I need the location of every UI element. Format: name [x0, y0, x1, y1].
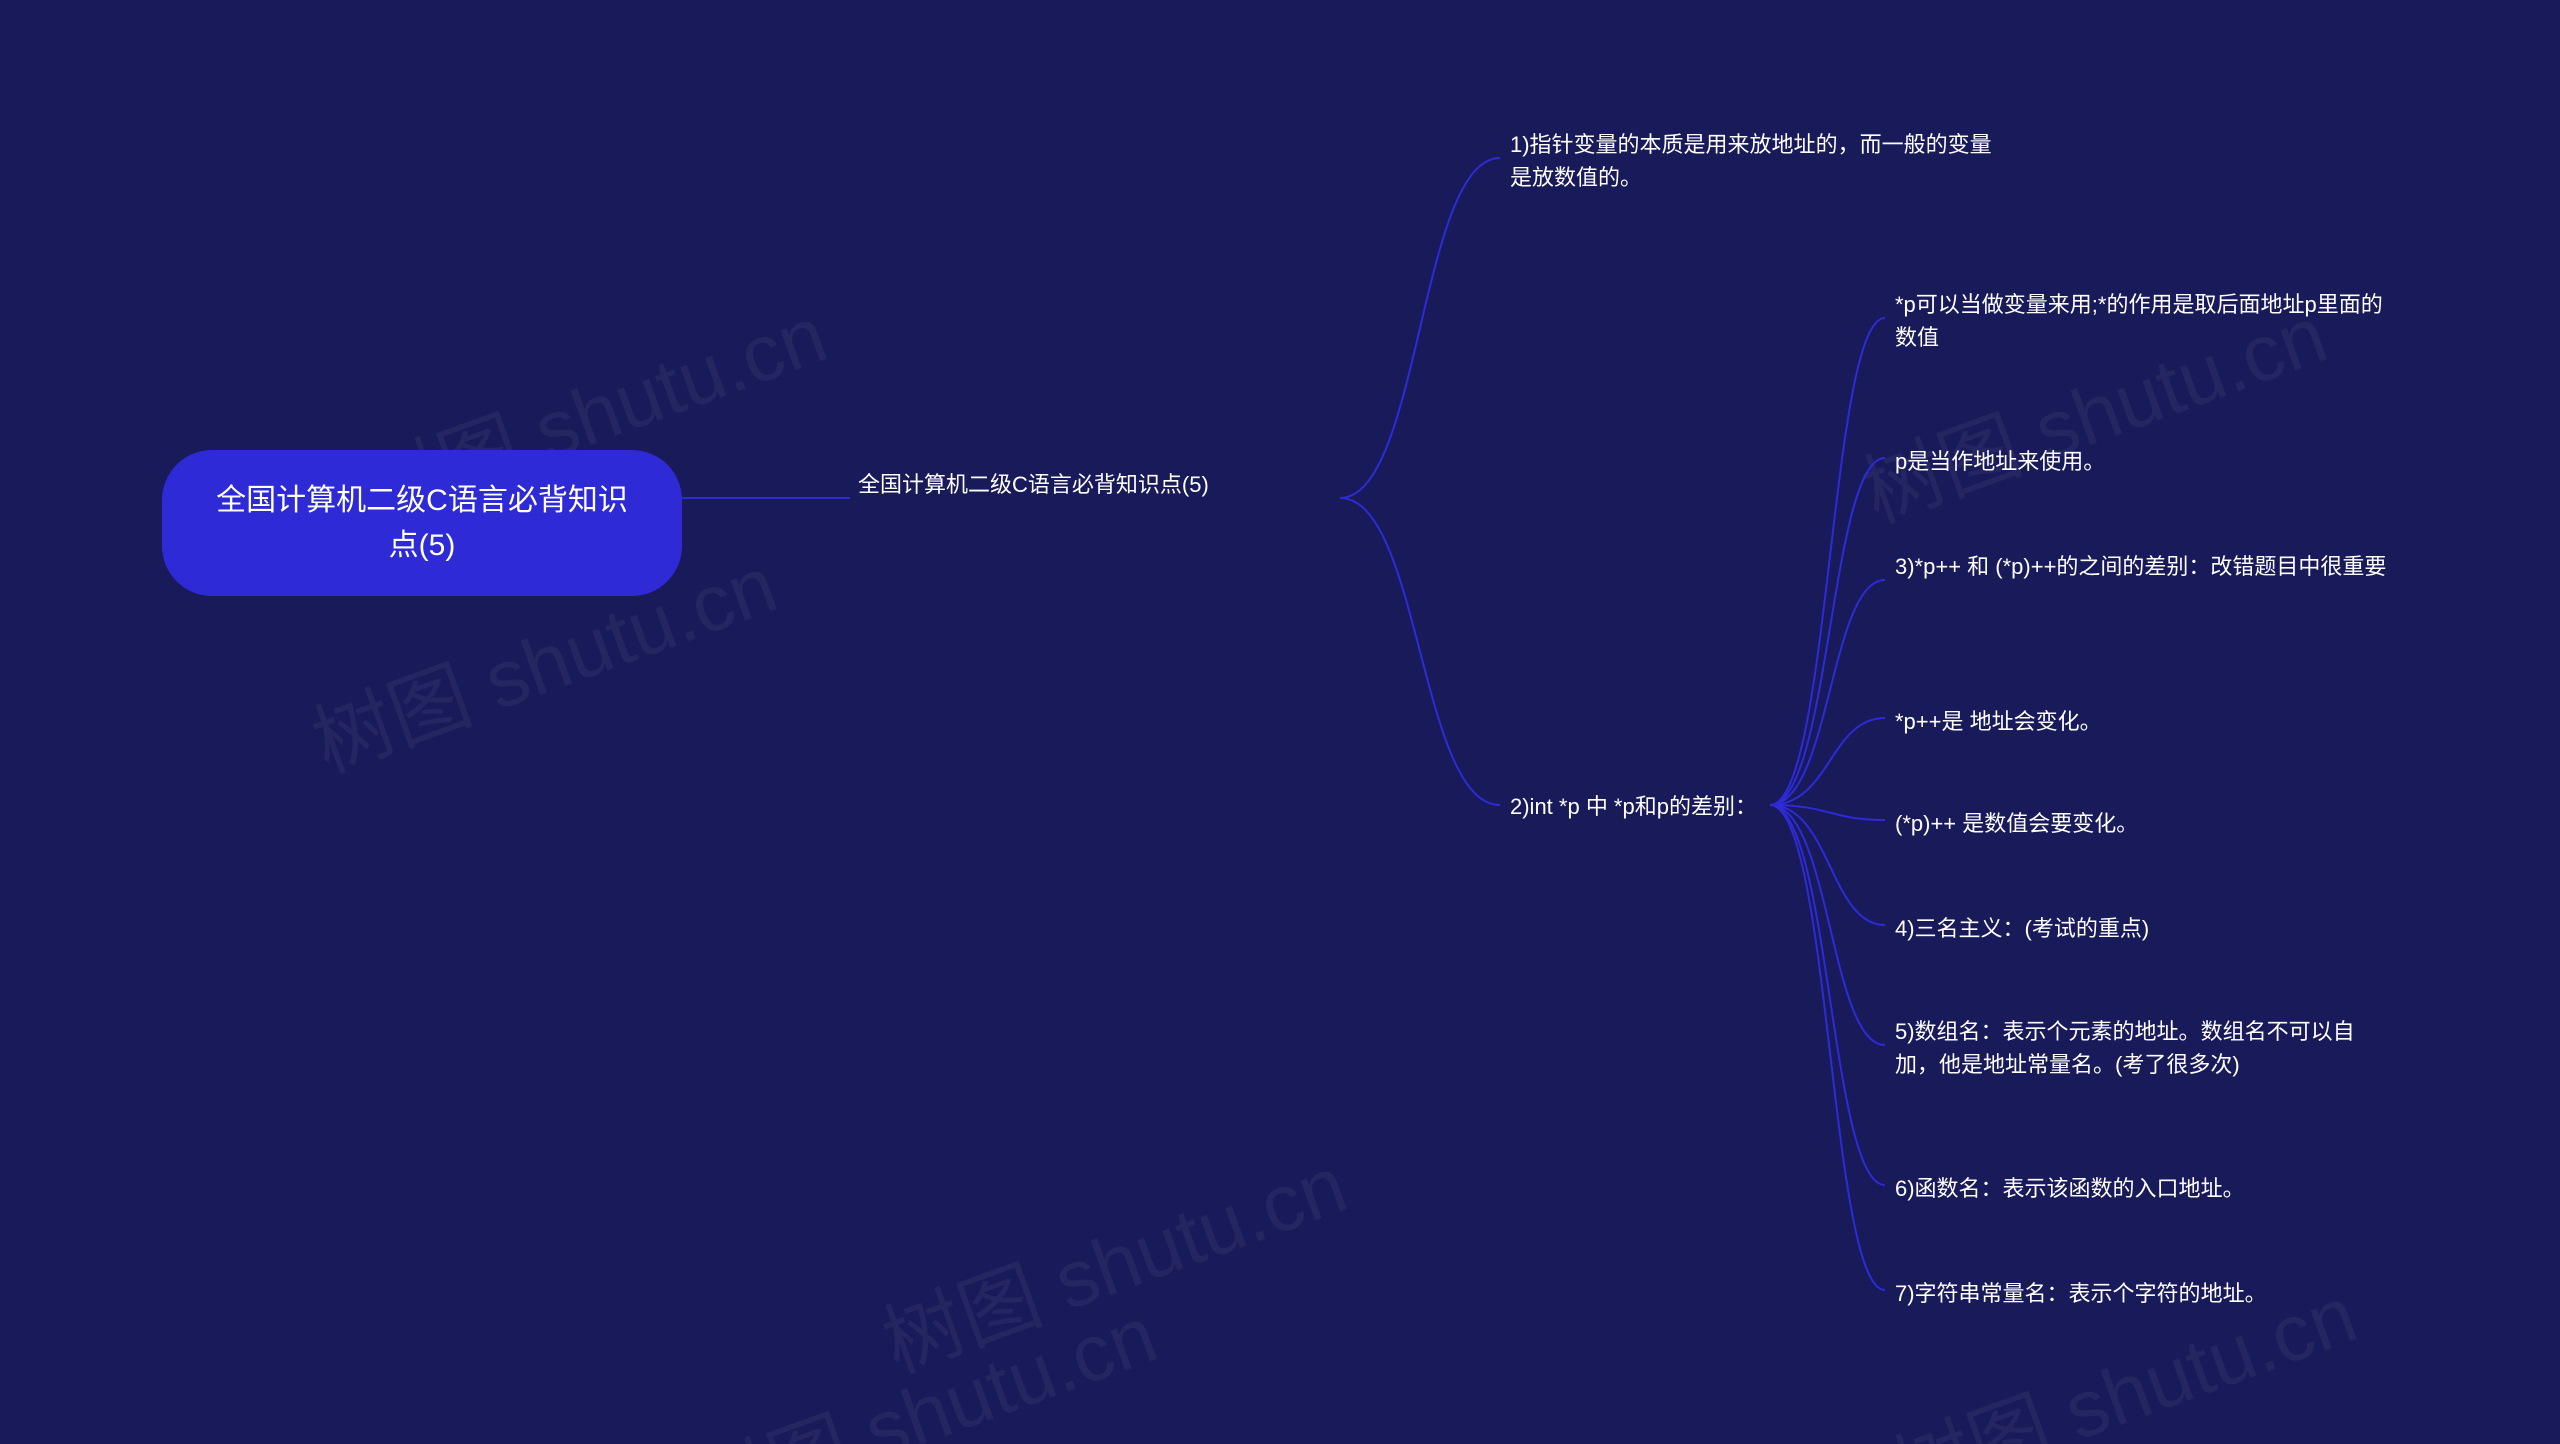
level1-node[interactable]: 全国计算机二级C语言必背知识点(5)	[858, 468, 1343, 501]
level3-label: 6)函数名：表示该函数的入口地址。	[1895, 1176, 2245, 1201]
level3-node-3[interactable]: *p++是 地址会变化。	[1895, 705, 2390, 738]
level2-label: 1)指针变量的本质是用来放地址的，而一般的变量是放数值的。	[1510, 132, 1992, 190]
level3-label: *p++是 地址会变化。	[1895, 709, 2102, 734]
level3-label: *p可以当做变量来用;*的作用是取后面地址p里面的数值	[1895, 292, 2383, 350]
level3-label: 3)*p++ 和 (*p)++的之间的差别：改错题目中很重要	[1895, 554, 2386, 579]
level3-node-5[interactable]: 4)三名主义：(考试的重点)	[1895, 912, 2390, 945]
level3-node-0[interactable]: *p可以当做变量来用;*的作用是取后面地址p里面的数值	[1895, 288, 2390, 354]
level3-node-1[interactable]: p是当作地址来使用。	[1895, 445, 2390, 478]
level3-label: 7)字符串常量名：表示个字符的地址。	[1895, 1281, 2267, 1306]
level3-label: (*p)++ 是数值会要变化。	[1895, 811, 2138, 836]
watermark: 树图 shutu.cn	[675, 1271, 1170, 1444]
level3-node-8[interactable]: 7)字符串常量名：表示个字符的地址。	[1895, 1277, 2390, 1310]
level3-node-2[interactable]: 3)*p++ 和 (*p)++的之间的差别：改错题目中很重要	[1895, 550, 2390, 583]
level3-label: 5)数组名：表示个元素的地址。数组名不可以自加，他是地址常量名。(考了很多次)	[1895, 1019, 2355, 1077]
root-node[interactable]: 全国计算机二级C语言必背知识点(5)	[162, 450, 682, 596]
level3-node-6[interactable]: 5)数组名：表示个元素的地址。数组名不可以自加，他是地址常量名。(考了很多次)	[1895, 1015, 2390, 1081]
level3-node-7[interactable]: 6)函数名：表示该函数的入口地址。	[1895, 1172, 2390, 1205]
level2-label: 2)int *p 中 *p和p的差别：	[1510, 794, 1757, 819]
level2-node-0[interactable]: 1)指针变量的本质是用来放地址的，而一般的变量是放数值的。	[1510, 128, 2010, 194]
level3-label: p是当作地址来使用。	[1895, 449, 2105, 474]
level3-label: 4)三名主义：(考试的重点)	[1895, 916, 2149, 941]
watermark: 树图 shutu.cn	[865, 1121, 1360, 1396]
level2-node-1[interactable]: 2)int *p 中 *p和p的差别：	[1510, 790, 1810, 823]
level3-node-4[interactable]: (*p)++ 是数值会要变化。	[1895, 807, 2390, 840]
level1-label: 全国计算机二级C语言必背知识点(5)	[858, 472, 1209, 497]
root-label: 全国计算机二级C语言必背知识点(5)	[216, 484, 628, 562]
